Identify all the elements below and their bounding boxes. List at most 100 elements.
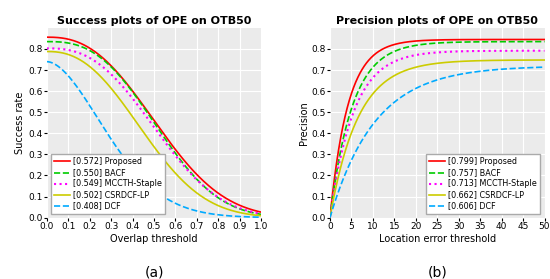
[0.606] DCF [327, 216, 333, 219]
[0.799] Proposed [327, 216, 333, 219]
[0.572] Proposed [253, 209, 260, 213]
[0.757] BACF [428, 42, 435, 45]
[0.662] CSRDCF-LP [541, 58, 548, 62]
[0.502] CSRDCF-LP [145, 138, 152, 141]
[0.606] DCF [503, 67, 509, 71]
Title: Precision plots of OPE on OTB50: Precision plots of OPE on OTB50 [336, 16, 538, 26]
[0.757] BACF [541, 40, 548, 43]
Legend: [0.799] Proposed, [0.757] BACF, [0.713] MCCTH-Staple, [0.662] CSRDCF-LP, [0.606]: [0.799] Proposed, [0.757] BACF, [0.713] … [426, 154, 541, 214]
Line: [0.799] Proposed: [0.799] Proposed [330, 40, 544, 218]
[0.757] BACF [536, 40, 543, 43]
[0.550] BACF [258, 213, 265, 216]
[0.662] CSRDCF-LP [536, 58, 543, 62]
[0.662] CSRDCF-LP [430, 62, 437, 66]
[0.408] DCF [43, 60, 50, 63]
[0.502] CSRDCF-LP [43, 50, 50, 53]
[0.713] MCCTH-Staple [430, 51, 437, 54]
[0.549] MCCTH-Staple [219, 198, 226, 202]
[0.572] Proposed [160, 131, 166, 134]
[0.408] DCF [160, 194, 166, 198]
[0.502] CSRDCF-LP [253, 213, 260, 217]
[0.572] Proposed [43, 35, 50, 39]
[0.550] BACF [43, 40, 50, 43]
[0.799] Proposed [428, 39, 435, 42]
[0.572] Proposed [258, 210, 265, 214]
[0.662] CSRDCF-LP [503, 59, 509, 62]
[0.606] DCF [428, 80, 435, 83]
[0.549] MCCTH-Staple [253, 211, 260, 215]
[0.550] BACF [160, 134, 166, 137]
[0.799] Proposed [536, 38, 543, 41]
[0.713] MCCTH-Staple [536, 49, 543, 52]
[0.502] CSRDCF-LP [160, 157, 166, 160]
[0.799] Proposed [503, 38, 509, 41]
[0.572] Proposed [145, 111, 152, 115]
[0.549] MCCTH-Staple [258, 212, 265, 215]
[0.662] CSRDCF-LP [443, 61, 449, 64]
[0.757] BACF [503, 40, 509, 43]
[0.757] BACF [327, 216, 333, 219]
[0.799] Proposed [443, 38, 449, 42]
Line: [0.662] CSRDCF-LP: [0.662] CSRDCF-LP [330, 60, 544, 218]
[0.572] Proposed [219, 194, 226, 198]
[0.799] Proposed [430, 39, 437, 42]
[0.502] CSRDCF-LP [258, 214, 265, 217]
[0.799] Proposed [541, 38, 548, 41]
Line: [0.502] CSRDCF-LP: [0.502] CSRDCF-LP [47, 52, 261, 216]
[0.757] BACF [454, 40, 461, 44]
[0.550] BACF [147, 115, 153, 118]
X-axis label: Overlap threshold: Overlap threshold [110, 234, 198, 244]
[0.662] CSRDCF-LP [454, 60, 461, 63]
Line: [0.408] DCF: [0.408] DCF [47, 62, 261, 217]
[0.606] DCF [430, 80, 437, 83]
[0.757] BACF [430, 42, 437, 45]
[0.713] MCCTH-Staple [454, 50, 461, 53]
Legend: [0.572] Proposed, [0.550] BACF, [0.549] MCCTH-Staple, [0.502] CSRDCF-LP, [0.408]: [0.572] Proposed, [0.550] BACF, [0.549] … [51, 154, 166, 214]
[0.713] MCCTH-Staple [503, 49, 509, 52]
[0.662] CSRDCF-LP [327, 216, 333, 219]
Title: Success plots of OPE on OTB50: Success plots of OPE on OTB50 [57, 16, 251, 26]
[0.713] MCCTH-Staple [541, 49, 548, 52]
[0.606] DCF [536, 66, 543, 69]
[0.408] DCF [147, 185, 153, 188]
[0.408] DCF [145, 184, 152, 187]
[0.408] DCF [171, 201, 178, 205]
[0.550] BACF [171, 150, 178, 154]
[0.549] MCCTH-Staple [147, 120, 153, 123]
[0.549] MCCTH-Staple [145, 118, 152, 121]
X-axis label: Location error threshold: Location error threshold [378, 234, 496, 244]
[0.606] DCF [541, 66, 548, 69]
Line: [0.572] Proposed: [0.572] Proposed [47, 37, 261, 212]
[0.606] DCF [443, 76, 449, 79]
[0.606] DCF [454, 73, 461, 76]
[0.550] BACF [253, 212, 260, 215]
[0.572] Proposed [171, 147, 178, 150]
[0.572] Proposed [147, 113, 153, 116]
Text: (a): (a) [144, 265, 164, 279]
Y-axis label: Precision: Precision [299, 101, 309, 145]
[0.549] MCCTH-Staple [43, 47, 50, 50]
Y-axis label: Success rate: Success rate [15, 92, 25, 154]
[0.550] BACF [219, 199, 226, 202]
[0.408] DCF [219, 214, 226, 217]
[0.799] Proposed [454, 38, 461, 41]
[0.408] DCF [258, 216, 265, 219]
[0.408] DCF [253, 215, 260, 219]
[0.662] CSRDCF-LP [428, 62, 435, 66]
[0.502] CSRDCF-LP [171, 170, 178, 174]
Line: [0.713] MCCTH-Staple: [0.713] MCCTH-Staple [330, 51, 544, 218]
Line: [0.757] BACF: [0.757] BACF [330, 42, 544, 218]
[0.713] MCCTH-Staple [428, 51, 435, 55]
[0.502] CSRDCF-LP [219, 206, 226, 209]
[0.757] BACF [443, 41, 449, 44]
[0.549] MCCTH-Staple [171, 153, 178, 156]
Line: [0.550] BACF: [0.550] BACF [47, 42, 261, 214]
[0.549] MCCTH-Staple [160, 138, 166, 141]
[0.713] MCCTH-Staple [443, 50, 449, 54]
[0.550] BACF [145, 113, 152, 116]
Line: [0.606] DCF: [0.606] DCF [330, 67, 544, 218]
[0.713] MCCTH-Staple [327, 216, 333, 219]
Line: [0.549] MCCTH-Staple: [0.549] MCCTH-Staple [47, 48, 261, 214]
[0.502] CSRDCF-LP [147, 140, 153, 143]
Text: (b): (b) [427, 265, 447, 279]
